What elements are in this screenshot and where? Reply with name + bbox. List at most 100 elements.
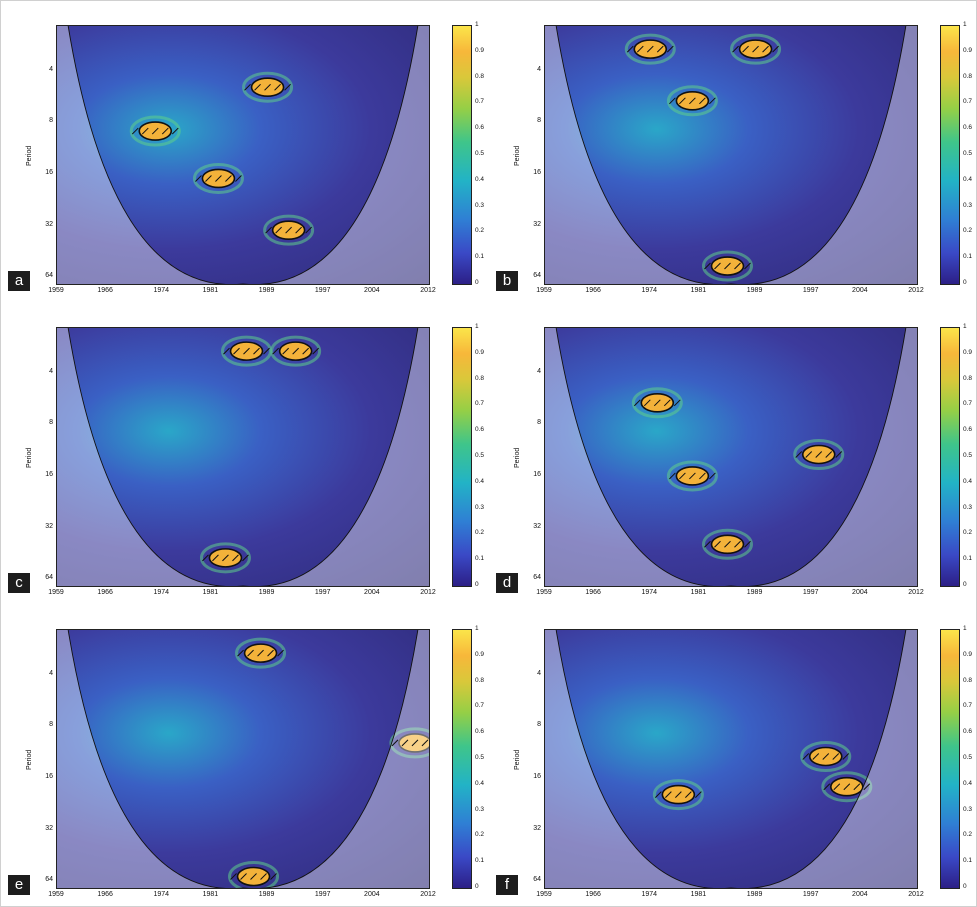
colorbar-tick-label: 0.8 xyxy=(963,676,973,684)
y-tick-label: 16 xyxy=(533,168,541,176)
phase-arrow xyxy=(421,739,429,747)
colorbar xyxy=(940,629,960,889)
phase-arrow xyxy=(225,175,232,182)
colorbar-tick-label: 0.5 xyxy=(963,452,973,459)
phase-arrow xyxy=(833,783,841,791)
phase-arrow xyxy=(312,347,319,355)
x-tick-label: 1959 xyxy=(536,287,552,294)
colorbar-tick-label: 0 xyxy=(963,279,967,286)
high-power-region xyxy=(398,733,429,753)
x-tick-label: 1974 xyxy=(641,287,658,294)
x-tick-label: 2004 xyxy=(852,287,868,294)
phase-arrow xyxy=(752,45,759,53)
phase-arrow xyxy=(812,753,820,760)
y-tick-label: 32 xyxy=(533,220,541,228)
x-tick-label: 1959 xyxy=(536,891,552,898)
x-tick-label: 1989 xyxy=(258,287,275,294)
x-tick-label: 1966 xyxy=(585,589,601,596)
y-axis-label: Period xyxy=(514,145,521,166)
x-tick-label: 1989 xyxy=(258,891,275,898)
colorbar-tick-label: 0.2 xyxy=(475,227,485,235)
x-tick-label: 1959 xyxy=(536,589,552,596)
panel-letter: e xyxy=(8,875,30,895)
phase-arrow xyxy=(253,347,260,355)
colorbar xyxy=(452,25,472,285)
x-tick-label: 2012 xyxy=(908,589,924,596)
cone-of-influence-line xyxy=(67,630,419,888)
cone-of-influence-shade xyxy=(57,328,429,586)
phase-arrow xyxy=(254,83,261,91)
phase-arrow xyxy=(732,45,739,53)
colorbar-tick-label: 0.9 xyxy=(963,46,973,54)
x-tick-label: 1997 xyxy=(314,287,331,294)
colorbar-tick-label: 0.7 xyxy=(963,400,973,408)
colorbar-tick-label: 1 xyxy=(963,323,967,330)
x-tick-label: 1974 xyxy=(641,589,658,596)
y-tick-label: 32 xyxy=(45,220,53,228)
panel-letter: b xyxy=(496,271,518,291)
wavelet-plot xyxy=(544,327,918,587)
y-tick-label: 8 xyxy=(49,117,53,125)
cone-of-influence-shade xyxy=(545,328,917,586)
colorbar-tick-label: 0.8 xyxy=(475,72,485,80)
phase-arrow xyxy=(302,347,309,355)
x-tick-label: 1974 xyxy=(641,891,658,898)
colorbar-tick-label: 0.3 xyxy=(963,201,973,209)
colorbar-tick-label: 0.5 xyxy=(475,452,485,459)
colorbar xyxy=(452,327,472,587)
colorbar-tick-label: 0.2 xyxy=(963,529,973,537)
y-axis-label: Period xyxy=(26,749,33,770)
y-axis-label: Period xyxy=(26,145,33,166)
wavelet-plot xyxy=(56,25,430,285)
colorbar-tick-label: 0.6 xyxy=(475,426,485,434)
panel-letter: a xyxy=(8,271,30,291)
x-tick-label: 2004 xyxy=(364,891,380,898)
phase-arrow xyxy=(742,45,749,53)
phase-arrow xyxy=(714,540,721,548)
phase-arrow xyxy=(212,554,219,562)
power-halo xyxy=(199,542,251,574)
cone-of-influence-line xyxy=(555,630,907,888)
y-tick-label: 64 xyxy=(45,876,53,884)
phase-arrow xyxy=(772,45,779,53)
phase-arrow xyxy=(669,472,676,480)
colorbar-tick-label: 0.4 xyxy=(963,779,973,787)
x-tick-label: 1997 xyxy=(314,891,331,898)
colorbar xyxy=(940,327,960,587)
colorbar-tick-label: 0.2 xyxy=(963,831,973,839)
phase-arrow xyxy=(223,347,230,355)
y-tick-label: 8 xyxy=(537,419,541,427)
power-halo xyxy=(701,250,753,282)
x-tick-label: 1981 xyxy=(202,589,219,596)
y-axis-label: Period xyxy=(514,749,521,770)
power-halo xyxy=(701,528,753,560)
colorbar-tick-label: 0.1 xyxy=(475,857,485,865)
colorbar-tick-label: 0.1 xyxy=(963,253,973,261)
y-tick-label: 64 xyxy=(533,876,541,884)
colorbar-tick-label: 0.3 xyxy=(475,805,485,813)
x-tick-label: 1959 xyxy=(48,589,64,596)
cone-of-influence-line xyxy=(67,328,419,586)
phase-arrow xyxy=(825,451,833,458)
phase-arrow xyxy=(285,226,292,234)
phase-arrow xyxy=(653,399,661,407)
colorbar-tick-label: 0.3 xyxy=(963,805,973,813)
phase-arrow xyxy=(709,472,716,480)
power-halo xyxy=(270,335,322,367)
phase-arrow xyxy=(685,791,692,798)
y-tick-label: 4 xyxy=(49,367,53,375)
y-tick-label: 32 xyxy=(45,824,53,832)
phase-arrow xyxy=(805,451,813,458)
colorbar-tick-label: 0.7 xyxy=(475,702,485,710)
x-tick-label: 1997 xyxy=(314,589,331,596)
phase-arrow xyxy=(714,262,721,270)
phase-arrow xyxy=(267,649,274,657)
phase-arrow xyxy=(823,783,831,791)
x-tick-label: 1966 xyxy=(97,589,113,596)
colorbar-tick-label: 0.8 xyxy=(963,72,973,80)
y-tick-label: 32 xyxy=(533,824,541,832)
x-tick-label: 1981 xyxy=(690,287,707,294)
colorbar-tick-label: 0.7 xyxy=(475,400,485,408)
panel-b: Period 4 8 16 32 64 1959 1966 1974 1981 1989 1997 20… xyxy=(488,0,976,302)
phase-arrow xyxy=(232,554,239,562)
